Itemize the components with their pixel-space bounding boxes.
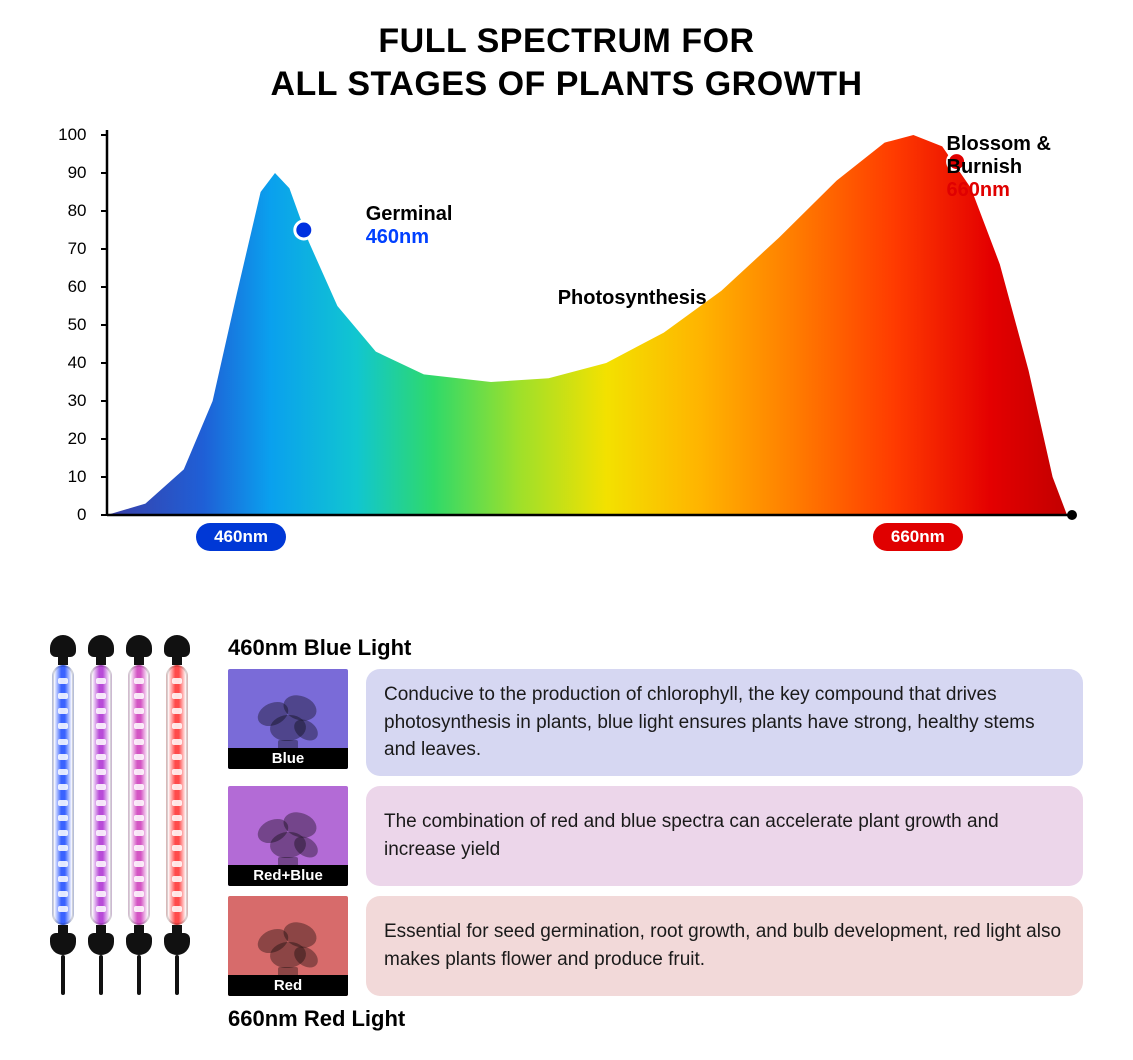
spectrum-chart-svg bbox=[47, 115, 1087, 565]
title-line-1: FULL SPECTRUM FOR bbox=[378, 22, 754, 60]
info-box: Essential for seed germination, root gro… bbox=[366, 896, 1083, 996]
y-tick-label: 0 bbox=[47, 505, 87, 525]
light-swatch: Blue bbox=[228, 669, 348, 769]
y-tick-label: 20 bbox=[47, 429, 87, 449]
light-swatch: Red+Blue bbox=[228, 786, 348, 886]
y-tick-label: 40 bbox=[47, 353, 87, 373]
y-tick-label: 50 bbox=[47, 315, 87, 335]
info-row: Red+Blue The combination of red and blue … bbox=[228, 786, 1083, 886]
annotation-blossom: Blossom & Burnish660nm bbox=[947, 133, 1087, 202]
main-title: FULL SPECTRUM FOR ALL STAGES OF PLANTS G… bbox=[30, 20, 1103, 105]
lower-section: 460nm Blue Light Blue Conducive to the pr… bbox=[30, 635, 1103, 1040]
grow-tube bbox=[164, 635, 190, 995]
info-box: Conducive to the production of chlorophy… bbox=[366, 669, 1083, 776]
y-tick-label: 30 bbox=[47, 391, 87, 411]
annotation-germinal: Germinal460nm bbox=[366, 203, 453, 249]
swatch-label: Red bbox=[228, 975, 348, 996]
swatch-label: Red+Blue bbox=[228, 865, 348, 886]
grow-light-tubes bbox=[50, 635, 210, 995]
title-line-2: ALL STAGES OF PLANTS GROWTH bbox=[270, 65, 862, 103]
annotation-photosynthesis: Photosynthesis bbox=[558, 287, 707, 310]
blue-light-heading: 460nm Blue Light bbox=[228, 635, 1083, 661]
y-tick-label: 70 bbox=[47, 239, 87, 259]
grow-tube bbox=[50, 635, 76, 995]
grow-tube bbox=[126, 635, 152, 995]
spectrum-chart: 0 10 20 30 40 50 60 70 80 90 100 Germinal460nm Photo… bbox=[47, 115, 1087, 565]
info-box: The combination of red and blue spectra … bbox=[366, 786, 1083, 886]
y-tick-label: 60 bbox=[47, 277, 87, 297]
red-light-heading: 660nm Red Light bbox=[228, 1006, 1083, 1032]
wavelength-pill-blue: 460nm bbox=[196, 523, 286, 551]
wavelength-pill-red: 660nm bbox=[873, 523, 963, 551]
y-tick-label: 90 bbox=[47, 163, 87, 183]
info-row: Red Essential for seed germination, root … bbox=[228, 896, 1083, 996]
swatch-label: Blue bbox=[228, 748, 348, 769]
y-tick-label: 100 bbox=[47, 125, 87, 145]
y-tick-label: 80 bbox=[47, 201, 87, 221]
light-swatch: Red bbox=[228, 896, 348, 996]
info-row: Blue Conducive to the production of chlor… bbox=[228, 669, 1083, 776]
y-tick-label: 10 bbox=[47, 467, 87, 487]
info-column: 460nm Blue Light Blue Conducive to the pr… bbox=[228, 635, 1083, 1040]
grow-tube bbox=[88, 635, 114, 995]
